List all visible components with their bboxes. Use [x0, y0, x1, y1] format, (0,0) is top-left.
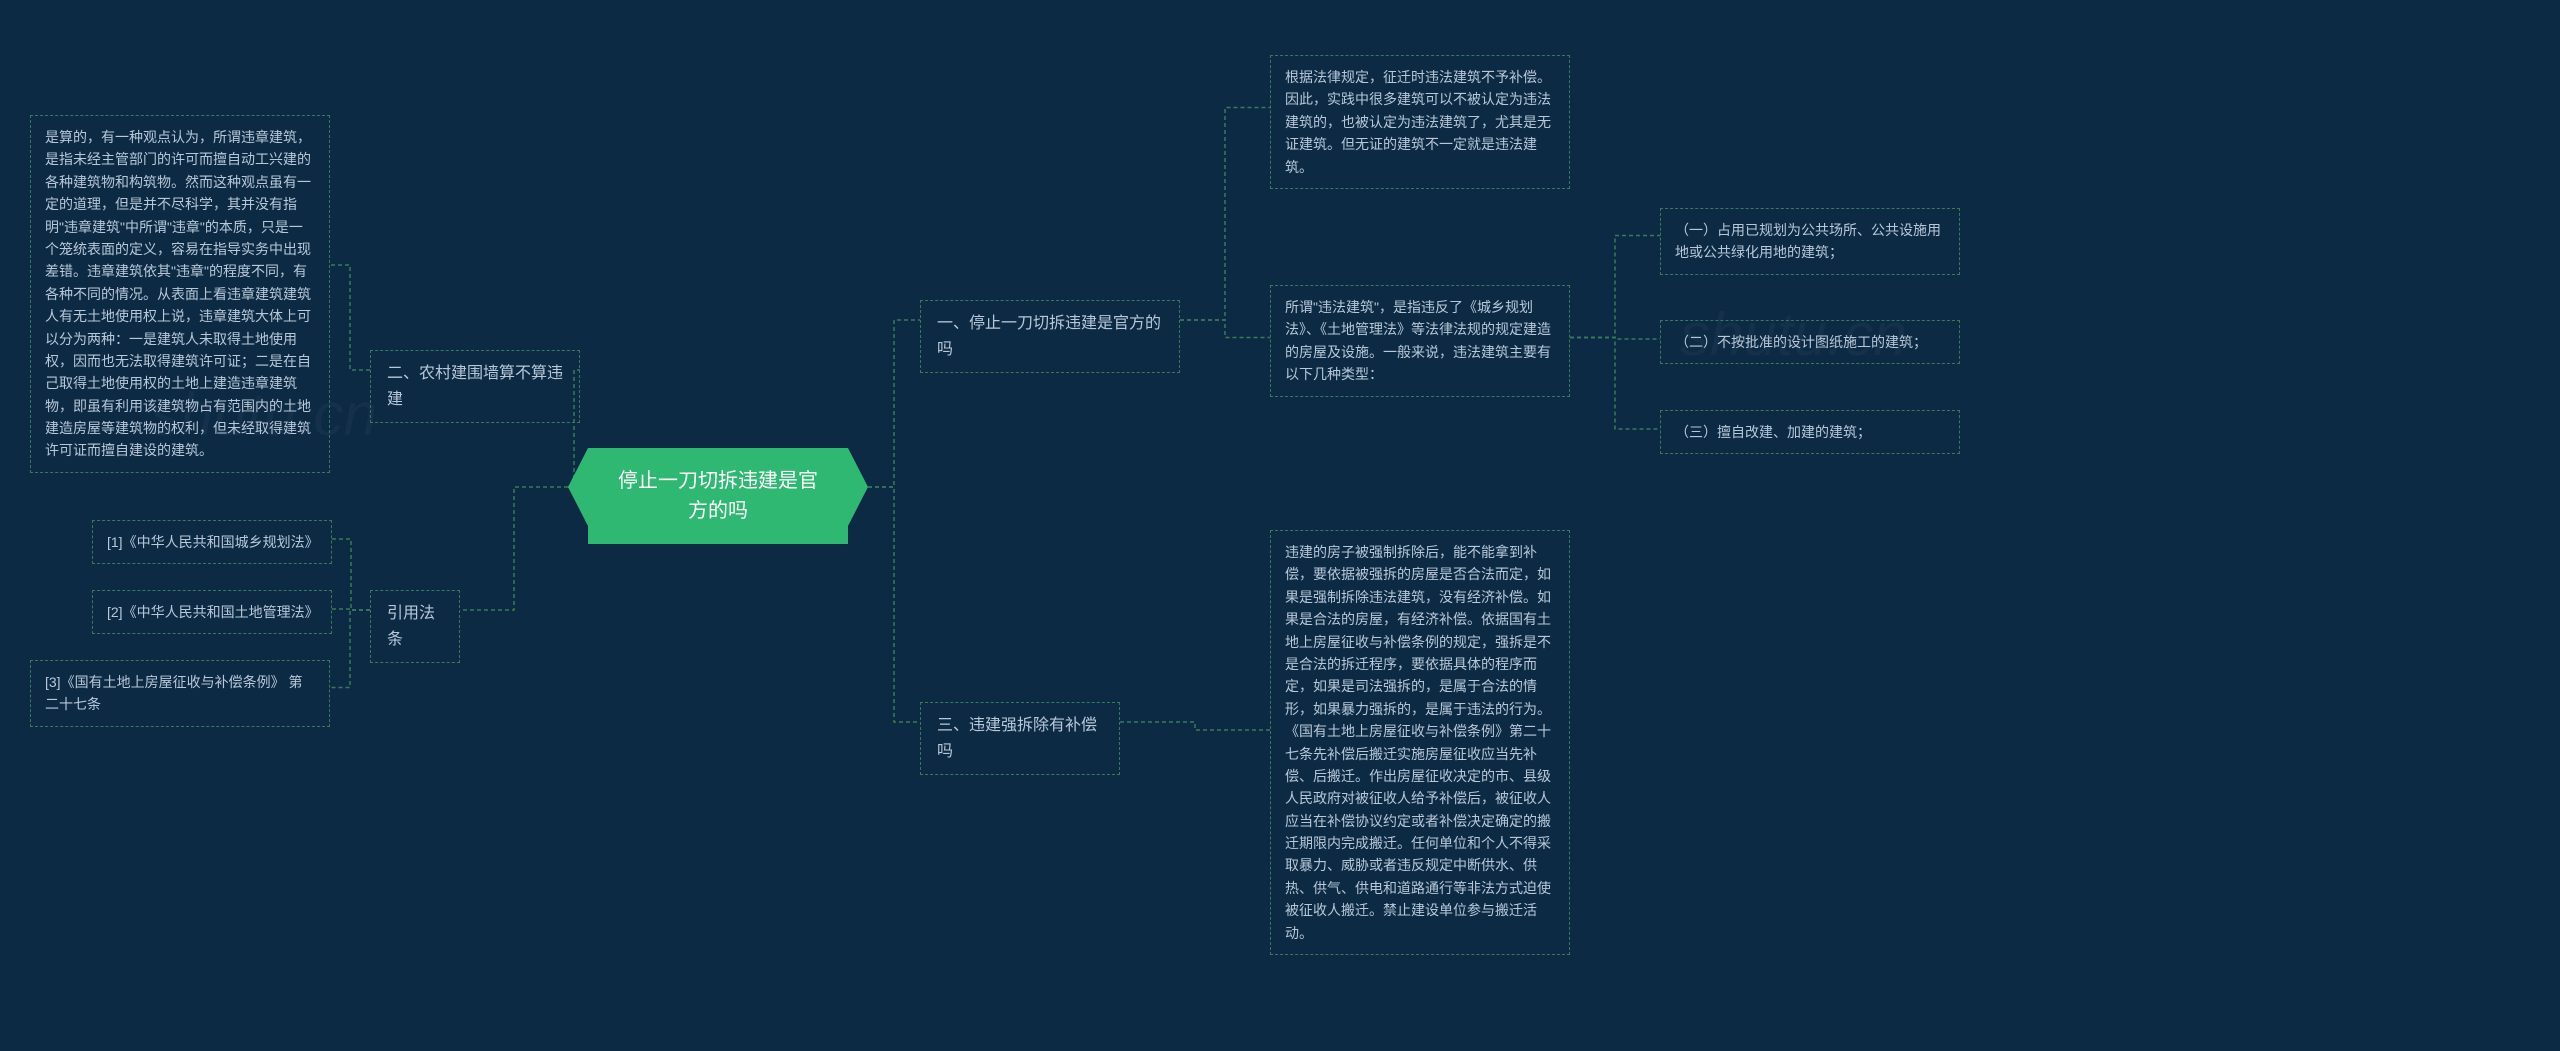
branch-b2: 二、农村建围墙算不算违建 [370, 350, 580, 423]
leaf-b4c2: [2]《中华人民共和国土地管理法》 [92, 590, 332, 634]
leaf-b1c2s2: （二）不按批准的设计图纸施工的建筑； [1660, 320, 1960, 364]
branch-b4: 引用法条 [370, 590, 460, 663]
leaf-b1c2s1: （一）占用已规划为公共场所、公共设施用地或公共绿化用地的建筑； [1660, 208, 1960, 275]
leaf-b4c1: [1]《中华人民共和国城乡规划法》 [92, 520, 332, 564]
branch-b3: 三、违建强拆除有补偿吗 [920, 702, 1120, 775]
leaf-b2c1: 是算的，有一种观点认为，所谓违章建筑，是指未经主管部门的许可而擅自动工兴建的各种… [30, 115, 330, 473]
leaf-b1c2s3: （三）擅自改建、加建的建筑； [1660, 410, 1960, 454]
leaf-b3c1: 违建的房子被强制拆除后，能不能拿到补偿，要依据被强拆的房屋是否合法而定，如果是强… [1270, 530, 1570, 955]
root-node: 停止一刀切拆违建是官方的吗 [588, 448, 848, 544]
root-text: 停止一刀切拆违建是官方的吗 [618, 470, 818, 522]
leaf-b4c3: [3]《国有土地上房屋征收与补偿条例》 第二十七条 [30, 660, 330, 727]
branch-b1: 一、停止一刀切拆违建是官方的吗 [920, 300, 1180, 373]
leaf-b1c2: 所谓"违法建筑"，是指违反了《城乡规划法》、《土地管理法》等法律法规的规定建造的… [1270, 285, 1570, 397]
leaf-b1c1: 根据法律规定，征迁时违法建筑不予补偿。因此，实践中很多建筑可以不被认定为违法建筑… [1270, 55, 1570, 189]
